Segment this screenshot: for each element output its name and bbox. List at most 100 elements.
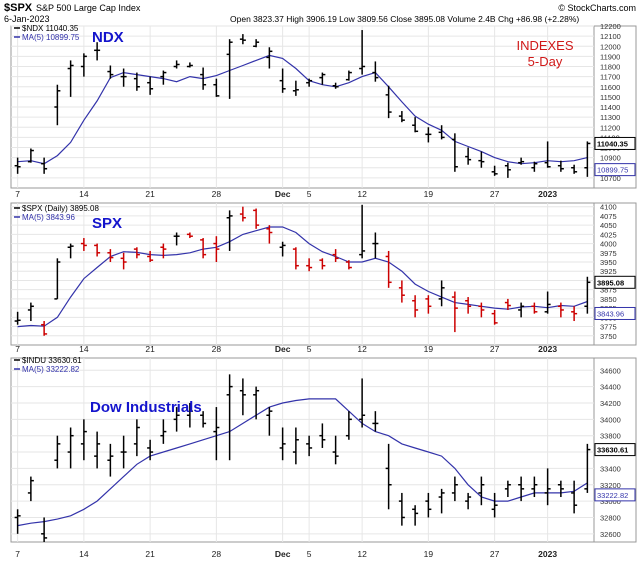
- chart-panels: 1070010800109001100011100112001130011400…: [10, 22, 637, 559]
- y-tick-label: 12000: [600, 42, 621, 51]
- ohlc-bar: [160, 70, 167, 85]
- ma-value-label: 10899.75: [597, 166, 628, 175]
- panel-3: 3260032800330003320033400336003380034000…: [10, 356, 637, 559]
- ohlc-bar: [160, 243, 167, 259]
- ohlc-bar: [226, 374, 233, 461]
- ohlc-bar: [107, 443, 114, 477]
- panel-frame: [10, 202, 637, 346]
- legend-ma: MA(5) 3843.96: [22, 213, 75, 222]
- y-tick-label: 11900: [600, 52, 620, 61]
- ohlc-bar: [544, 468, 551, 506]
- ohlc-bar: [557, 480, 564, 498]
- y-tick-label: 3975: [600, 249, 617, 258]
- ohlc-bar: [186, 402, 193, 428]
- ohlc-bar: [80, 238, 87, 251]
- ohlc-bar: [253, 208, 260, 229]
- ohlc-bar: [213, 236, 220, 263]
- ohlc-bar: [385, 85, 392, 119]
- ohlc-bar: [173, 232, 180, 246]
- ohlc-bar: [41, 517, 48, 542]
- x-tick-label: 12: [357, 344, 367, 354]
- ohlc-bar: [451, 476, 458, 502]
- ohlc-bar: [200, 67, 207, 90]
- ohlc-bar: [306, 435, 313, 457]
- ohlc-bar: [173, 60, 180, 69]
- ohlc-bar: [120, 252, 127, 270]
- ohlc-bar: [80, 419, 87, 461]
- ohlc-bar: [133, 247, 140, 259]
- panel-title: Dow Industrials: [90, 399, 202, 416]
- ohlc-bar: [571, 306, 578, 322]
- x-tick-label: Dec: [275, 189, 291, 199]
- last-value-box: [594, 443, 636, 457]
- ohlc-bar: [372, 411, 379, 432]
- ohlc-bar: [292, 80, 299, 96]
- ohlc-bar: [306, 78, 313, 87]
- ohlc-bar: [266, 47, 273, 69]
- x-tick-label: 7: [15, 189, 20, 199]
- ohlc-bar: [359, 204, 366, 259]
- last-value-label: 11040.35: [597, 139, 628, 148]
- panel-title: NDX: [92, 29, 124, 46]
- ohlc-bar: [14, 157, 21, 174]
- ohlc-bar: [504, 162, 511, 178]
- ohlc-bar: [279, 68, 286, 93]
- y-tick-label: 34400: [600, 383, 621, 392]
- y-tick-label: 34000: [600, 415, 621, 424]
- x-tick-label: 28: [212, 549, 222, 559]
- annotation-5day: 5-Day: [528, 54, 563, 69]
- legend-ma: MA(5) 33222.82: [22, 365, 80, 374]
- y-tick-label: 11700: [600, 73, 620, 82]
- ohlc-bar: [14, 509, 21, 534]
- ohlc-bar: [253, 386, 260, 420]
- ma-line: [17, 54, 588, 165]
- ohlc-bar: [438, 280, 445, 307]
- y-tick-label: 33200: [600, 481, 621, 490]
- x-tick-label: 14: [79, 344, 89, 354]
- ohlc-bar: [41, 157, 48, 174]
- x-tick-label: 2023: [538, 189, 557, 199]
- header-date: 6-Jan-2023: [4, 14, 50, 24]
- ohlc-bar: [584, 443, 591, 493]
- y-tick-label: 32600: [600, 530, 621, 539]
- ma-line: [17, 398, 588, 527]
- ohlc-bar: [200, 238, 207, 259]
- x-tick-label: 2023: [538, 344, 557, 354]
- y-tick-label: 12200: [600, 22, 621, 31]
- ohlc-bar: [200, 411, 207, 428]
- ohlc-bar: [80, 53, 87, 77]
- ohlc-bar: [332, 435, 339, 465]
- y-tick-label: 3750: [600, 332, 617, 341]
- legend-price: $INDU 33630.61: [22, 356, 82, 365]
- ohlc-bar: [292, 247, 299, 270]
- y-tick-label: 11500: [600, 93, 620, 102]
- ohlc-bar: [518, 476, 525, 502]
- y-tick-label: 4050: [600, 221, 617, 230]
- x-tick-label: 27: [490, 549, 500, 559]
- ohlc-bar: [571, 480, 578, 514]
- ohlc-bar: [425, 295, 432, 314]
- ohlc-bar: [54, 435, 61, 469]
- ohlc-bar: [239, 206, 246, 222]
- ohlc-bar: [319, 258, 326, 270]
- y-tick-label: 4025: [600, 230, 617, 239]
- y-tick-label: 33400: [600, 464, 621, 473]
- x-tick-label: 21: [145, 549, 155, 559]
- legend-price: $NDX 11040.35: [22, 24, 79, 33]
- ohlc-bar: [27, 476, 34, 502]
- legend-price: $SPX (Daily) 3895.08: [22, 204, 99, 213]
- y-tick-label: 3925: [600, 267, 617, 276]
- last-value-label: 33630.61: [597, 446, 628, 455]
- ohlc-bar: [226, 210, 233, 251]
- ohlc-bar: [557, 160, 564, 172]
- ma-value-label: 33222.82: [597, 491, 628, 500]
- x-tick-label: 5: [307, 549, 312, 559]
- ohlc-bar: [491, 165, 498, 176]
- ohlc-bar: [465, 297, 472, 314]
- x-tick-label: 5: [307, 344, 312, 354]
- panel-title: SPX: [92, 215, 122, 232]
- x-tick-label: 21: [145, 344, 155, 354]
- ohlc-bar: [120, 435, 127, 469]
